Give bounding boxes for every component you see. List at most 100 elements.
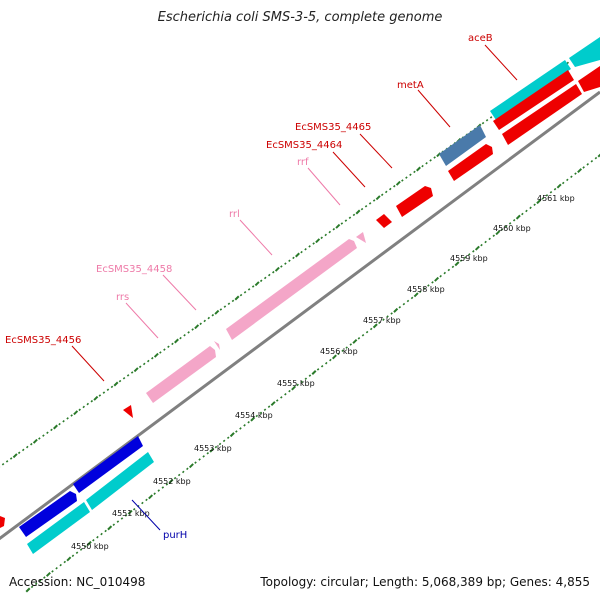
tick-mark (508, 222, 512, 225)
tick-mark (104, 529, 107, 533)
tick-mark (70, 414, 73, 417)
tick-mark (148, 494, 154, 500)
tick-mark (1, 463, 5, 466)
tick-mark (308, 374, 312, 377)
gene-label-ecsms35-4456: EcSMS35_4456 (5, 335, 81, 346)
tick-mark (352, 338, 358, 344)
tick-mark (5, 460, 9, 463)
tick-mark (46, 431, 49, 434)
tick-mark (206, 452, 210, 455)
tick-mark (355, 209, 361, 215)
tick-mark (405, 176, 408, 179)
tick-mark (431, 281, 434, 284)
tick-mark (345, 346, 348, 349)
tick-mark (566, 178, 569, 182)
tick-mark (296, 383, 299, 387)
tick-mark (79, 548, 83, 551)
tick-mark (75, 551, 79, 554)
tick-mark (219, 308, 223, 311)
tick-mark (66, 556, 72, 562)
kbp-label: 4556 kbp (320, 347, 358, 356)
feature-ecsms35-4464 (376, 214, 392, 228)
tick-mark (467, 253, 471, 256)
tick-mark (341, 349, 344, 353)
tick-mark (259, 411, 263, 415)
tick-mark (335, 223, 341, 229)
tick-mark (71, 554, 75, 558)
tick-mark (395, 180, 401, 186)
tick-mark (272, 270, 275, 274)
tick-mark (320, 236, 323, 240)
tick-mark (393, 307, 399, 313)
tick-mark (365, 330, 369, 334)
tick-mark (151, 356, 154, 360)
kbp-label: 4555 kbp (277, 379, 315, 388)
tick-mark (138, 365, 142, 369)
tick-mark (413, 292, 419, 298)
feature-cds-right (502, 84, 582, 145)
kbp-label: 4559 kbp (450, 254, 488, 263)
tick-mark (352, 213, 356, 217)
tick-mark (102, 391, 106, 394)
tick-mark (300, 250, 303, 254)
tick-mark (51, 570, 54, 573)
tick-mark (62, 420, 65, 423)
tick-mark (529, 206, 532, 210)
tick-mark (421, 164, 424, 168)
feature-rrl (226, 239, 357, 340)
tick-mark (384, 190, 388, 194)
tick-mark (525, 209, 528, 213)
tick-mark (485, 119, 489, 122)
tick-mark (386, 315, 389, 318)
gene-label-ecsms35-4464: EcSMS35_4464 (266, 140, 342, 151)
tick-mark (451, 265, 455, 269)
backbone-line (0, 90, 600, 541)
tick-mark (570, 175, 573, 179)
tick-mark (96, 535, 99, 539)
tick-mark (427, 284, 430, 287)
tick-mark (586, 163, 590, 166)
feature-meta (439, 125, 486, 166)
tick-mark (66, 417, 69, 420)
tick-mark (30, 442, 33, 446)
tick-mark (312, 242, 315, 245)
tick-mark (226, 436, 230, 440)
tick-mark (357, 337, 361, 340)
tick-mark (198, 458, 201, 461)
leader-line-ecsms35-4456 (71, 345, 105, 382)
tick-mark (536, 199, 542, 205)
tick-mark (207, 316, 211, 320)
tick-mark (308, 245, 311, 248)
tick-mark (401, 179, 404, 182)
tick-mark (549, 191, 553, 194)
tick-mark (30, 585, 34, 589)
tick-mark (292, 256, 295, 260)
tick-mark (337, 352, 340, 356)
tick-mark (300, 380, 304, 384)
tick-mark (409, 173, 412, 176)
tick-mark (577, 168, 583, 173)
kbp-label: 4561 kbp (537, 194, 575, 203)
tick-mark (142, 362, 146, 366)
tick-mark (214, 445, 218, 449)
tick-mark (481, 121, 485, 125)
tick-mark (378, 321, 381, 325)
tick-mark (98, 394, 102, 397)
tick-mark (369, 327, 373, 331)
feature-rrf (356, 232, 366, 243)
tick-mark (92, 539, 95, 542)
tick-mark (368, 202, 372, 205)
tick-mark (515, 214, 521, 220)
tick-mark (512, 218, 516, 222)
tick-mark (243, 291, 247, 294)
tick-mark (203, 319, 206, 323)
gene-label-ecsms35-4465: EcSMS35_4465 (295, 122, 371, 133)
tick-mark (402, 302, 406, 306)
feature-meta-cds (448, 144, 493, 181)
feature-aceb-2 (569, 37, 600, 67)
tick-mark (480, 243, 483, 247)
tick-mark (361, 333, 365, 337)
tick-mark (25, 587, 31, 593)
tick-mark (574, 172, 577, 175)
tick-mark (267, 405, 271, 408)
